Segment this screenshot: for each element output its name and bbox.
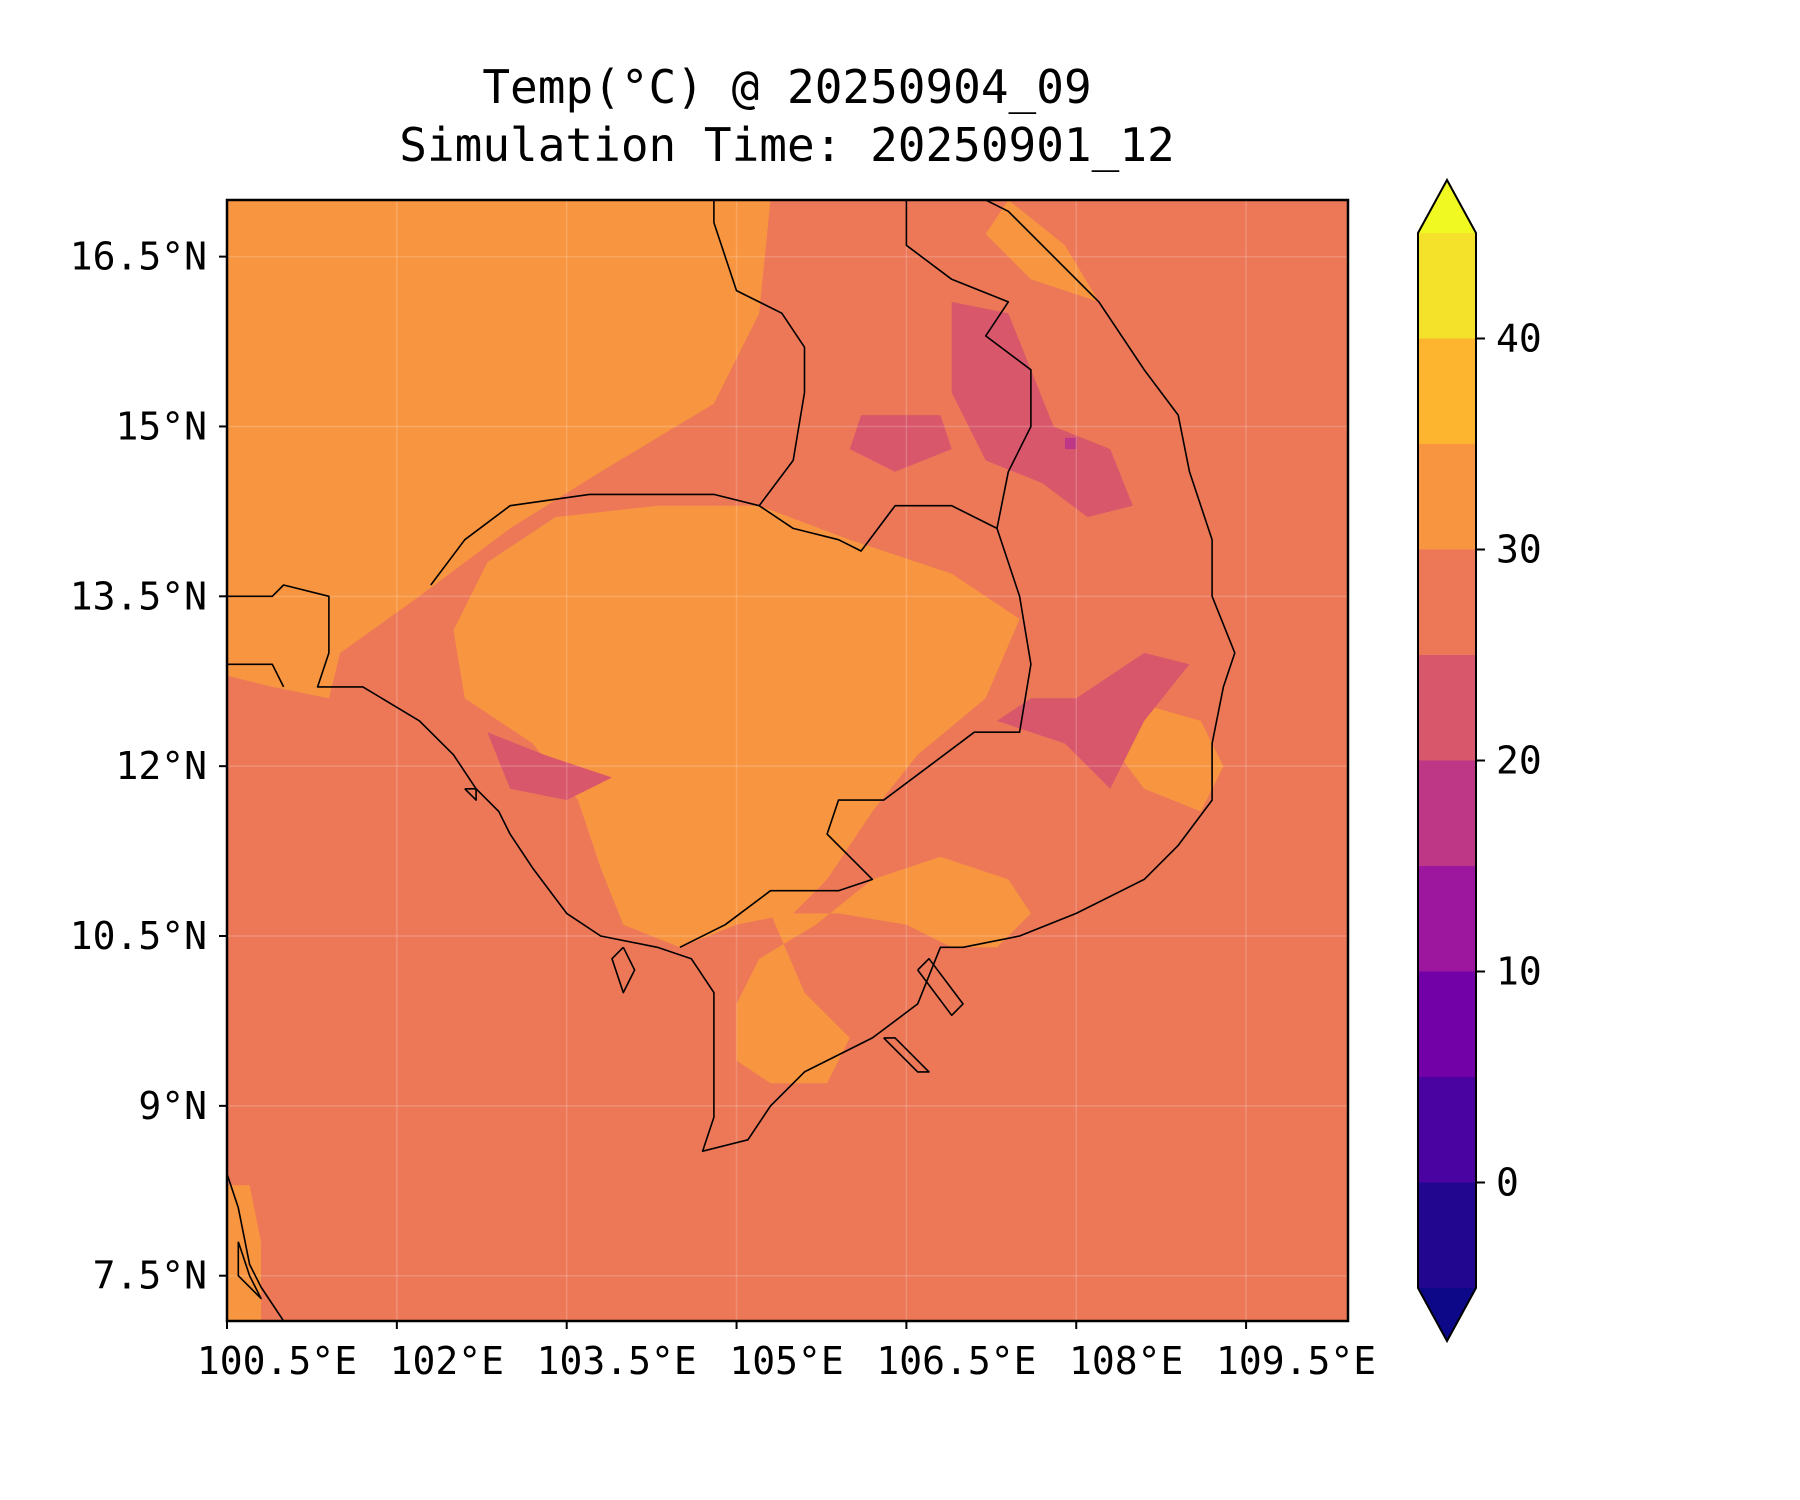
- country-border: [227, 663, 285, 688]
- contour-cardamom-cool: [487, 732, 612, 801]
- colorbar-over-arrow: [1418, 180, 1476, 233]
- coastline: [464, 788, 477, 801]
- colorbar-band: [1418, 233, 1476, 339]
- x-tick-label: 108°E: [1069, 1339, 1183, 1383]
- coastline: [883, 1037, 930, 1073]
- contour-laos-peak-cooler: [1064, 437, 1077, 450]
- country-border: [430, 493, 1032, 949]
- map-gridlines: [227, 200, 1348, 1321]
- colorbar-band: [1418, 760, 1476, 866]
- coastline: [227, 200, 1236, 1152]
- y-tick-label: 7.5°N: [93, 1254, 207, 1298]
- y-tick-label: 16.5°N: [70, 235, 207, 279]
- y-tick-label: 13.5°N: [70, 574, 207, 618]
- map-area: [225, 198, 1350, 1323]
- contour-thailand-lowland-warm: [227, 200, 771, 699]
- coastline: [237, 1241, 262, 1300]
- colorbar-band: [1418, 971, 1476, 1077]
- colorbar-tick-label: 10: [1496, 950, 1542, 994]
- colorbar-outline: [1417, 177, 1477, 1344]
- x-tick-label: 105°E: [729, 1339, 843, 1383]
- colorbar-band: [1418, 866, 1476, 972]
- colorbar-band: [1418, 1182, 1476, 1288]
- colorbar: 0 10 20 30 40: [1417, 177, 1542, 1344]
- x-tick-label: 103.5°E: [537, 1339, 697, 1383]
- colorbar-tick-label: 40: [1496, 317, 1542, 361]
- colorbar-band: [1418, 338, 1476, 444]
- colorbar-band: [1418, 549, 1476, 655]
- country-border: [713, 200, 806, 507]
- title-line-1: Temp(°C) @ 20250904_09: [482, 60, 1091, 114]
- coastline: [611, 946, 636, 994]
- contour-laos-highland-cool: [951, 301, 1133, 518]
- colorbar-band: [1418, 1077, 1476, 1183]
- x-tick-label: 109.5°E: [1216, 1339, 1376, 1383]
- contour-cambodia-plain-warm: [453, 505, 1020, 948]
- colorbar-tick-label: 0: [1496, 1161, 1519, 1205]
- coastline-borders: [227, 200, 1236, 1321]
- map-frame: [225, 198, 1350, 1323]
- contour-south-tip-warm: [227, 1185, 261, 1321]
- y-tick-label: 10.5°N: [70, 914, 207, 958]
- contour-laos-plateau-cool: [849, 415, 952, 472]
- colorbar-band: [1418, 444, 1476, 550]
- coastline: [227, 1173, 285, 1321]
- title-line-2: Simulation Time: 20250901_12: [399, 118, 1174, 172]
- latitude-axis: 16.5°N 15°N 13.5°N 12°N 10.5°N 9°N 7.5°N: [70, 235, 227, 1298]
- x-tick-label: 100.5°E: [197, 1339, 357, 1383]
- x-tick-label: 102°E: [390, 1339, 504, 1383]
- contour-laos-north-warm: [985, 200, 1099, 302]
- colorbar-band: [1418, 655, 1476, 761]
- temperature-contours: [227, 200, 1224, 1321]
- coastline: [917, 957, 964, 1017]
- longitude-axis: 100.5°E 102°E 103.5°E 105°E 106.5°E 108°E 109.…: [197, 1321, 1376, 1383]
- x-tick-label: 106.5°E: [876, 1339, 1036, 1383]
- contour-mekong-delta-warm: [736, 856, 1031, 1084]
- colorbar-tick-label: 20: [1496, 739, 1542, 783]
- country-border: [905, 200, 1032, 529]
- contour-central-highland-cool: [997, 652, 1190, 789]
- colorbar-under-arrow: [1418, 1288, 1476, 1341]
- y-tick-label: 9°N: [138, 1084, 207, 1128]
- y-tick-label: 15°N: [115, 404, 207, 448]
- y-tick-label: 12°N: [115, 744, 207, 788]
- colorbar-tick-label: 30: [1496, 528, 1542, 572]
